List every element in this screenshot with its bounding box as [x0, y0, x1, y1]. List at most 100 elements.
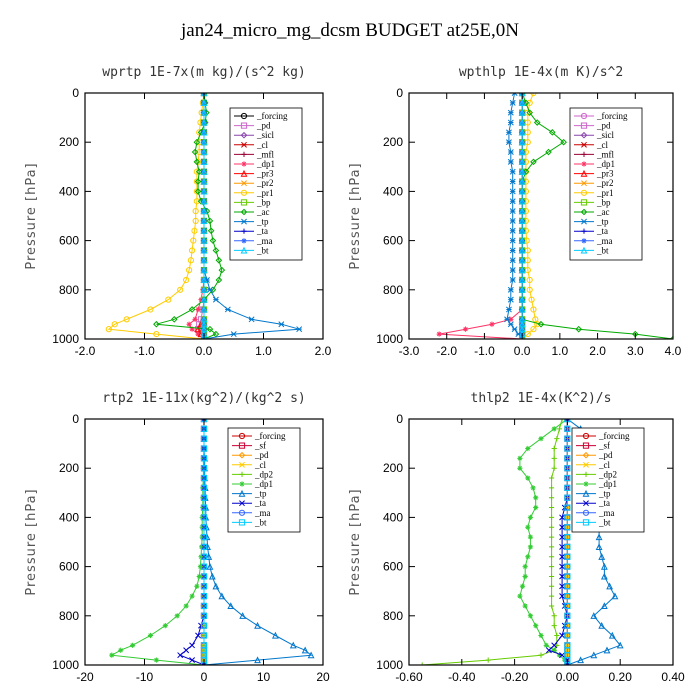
data-point [509, 237, 516, 244]
y-tick-label: 200 [383, 135, 403, 149]
data-point [186, 321, 192, 327]
data-point [509, 178, 516, 185]
data-point [199, 514, 205, 520]
legend-label: _bp [596, 197, 611, 207]
x-tick-label: 2.0 [589, 344, 606, 358]
data-point [507, 286, 514, 293]
data-point [551, 613, 557, 619]
data-point [192, 207, 199, 215]
data-point [525, 554, 531, 560]
data-point [200, 108, 208, 116]
data-point [505, 129, 512, 136]
data-point [551, 623, 557, 629]
data-point [595, 533, 603, 541]
data-point [200, 207, 208, 215]
data-point [526, 286, 533, 293]
data-point [608, 631, 616, 639]
legend-label: _sicl [256, 130, 274, 140]
legend-label: _pr1 [596, 188, 614, 198]
data-point [551, 426, 557, 432]
legend: _forcing_pd_sicl_cl_mfl_dp1_pr3_pr2_pr1_… [229, 107, 303, 261]
data-point [254, 621, 261, 629]
data-point [564, 622, 571, 629]
y-tick-label: 1000 [376, 332, 403, 346]
legend-marker [581, 238, 587, 244]
legend-marker [240, 199, 248, 206]
data-point [564, 583, 571, 590]
data-point [507, 158, 514, 165]
data-point [590, 651, 598, 659]
data-point [485, 657, 491, 663]
legend-label: _pd [256, 121, 271, 131]
legend-label: _forcing [596, 111, 628, 121]
legend-marker [240, 112, 248, 120]
y-tick-label: 400 [383, 510, 403, 524]
data-point [522, 168, 530, 176]
legend-box [569, 107, 643, 261]
panel-title: thlp2 1E-4x(K^2)/s [471, 391, 612, 406]
data-point [193, 138, 201, 146]
data-point [548, 554, 555, 560]
series-line-pr1 [107, 93, 205, 339]
data-point [200, 514, 208, 521]
data-point [518, 177, 526, 185]
panel-title: rtp2 1E-11x(kg^2)/(kg^2 s) [102, 391, 306, 406]
data-point [278, 321, 285, 328]
data-point [554, 642, 560, 648]
data-point [505, 306, 512, 313]
data-point [218, 266, 226, 274]
data-point [530, 485, 536, 491]
y-tick-label: 400 [59, 184, 79, 198]
data-point [509, 188, 516, 195]
data-point [194, 188, 202, 195]
data-point [575, 325, 583, 333]
x-tick-label: 4.0 [665, 344, 682, 358]
legend: _forcing_sf_pd_cl_dp2_dp1_tp_ta_ma_bt [227, 427, 301, 533]
data-point [196, 573, 202, 580]
x-tick-label: 2.0 [315, 344, 332, 358]
data-point [560, 138, 567, 146]
x-tick-label: -0.40 [448, 670, 476, 684]
data-point [509, 208, 516, 215]
data-point [518, 256, 526, 264]
data-point [518, 187, 526, 195]
legend-marker [580, 122, 588, 129]
legend-label: _pd [598, 450, 613, 460]
legend-label: _sf [254, 441, 266, 451]
legend-label: _dp2 [254, 469, 273, 479]
data-point [206, 562, 214, 570]
data-point [505, 139, 512, 146]
y-tick-label: 200 [59, 461, 79, 475]
data-point [559, 524, 566, 531]
legend-marker [240, 131, 248, 139]
legend-marker [582, 432, 590, 440]
data-point [507, 119, 514, 126]
data-point [174, 613, 180, 619]
data-point [507, 296, 514, 303]
data-point [518, 158, 526, 165]
data-point [195, 306, 201, 313]
data-point [200, 256, 208, 264]
data-point [518, 148, 526, 156]
legend-marker [240, 169, 248, 177]
data-point [559, 573, 566, 580]
data-point [537, 320, 545, 328]
data-point [105, 326, 112, 333]
panel-title: wpthlp 1E-4x(m K)/s^2 [459, 65, 623, 80]
data-point [551, 642, 558, 649]
legend-label: _bt [596, 245, 609, 255]
data-point [215, 256, 223, 264]
data-point [543, 642, 549, 648]
data-point [195, 632, 202, 639]
data-point [548, 514, 555, 520]
data-point [212, 296, 219, 303]
data-point [564, 524, 571, 531]
figure-title: jan24_micro_mg_dcsm BUDGET at25E,0N [181, 20, 519, 41]
x-tick-label: 0.00 [556, 670, 580, 684]
data-point [509, 99, 516, 106]
data-point [212, 582, 220, 590]
legend-label: _pd [254, 450, 269, 460]
legend-marker [580, 112, 588, 120]
legend-marker [583, 500, 589, 507]
